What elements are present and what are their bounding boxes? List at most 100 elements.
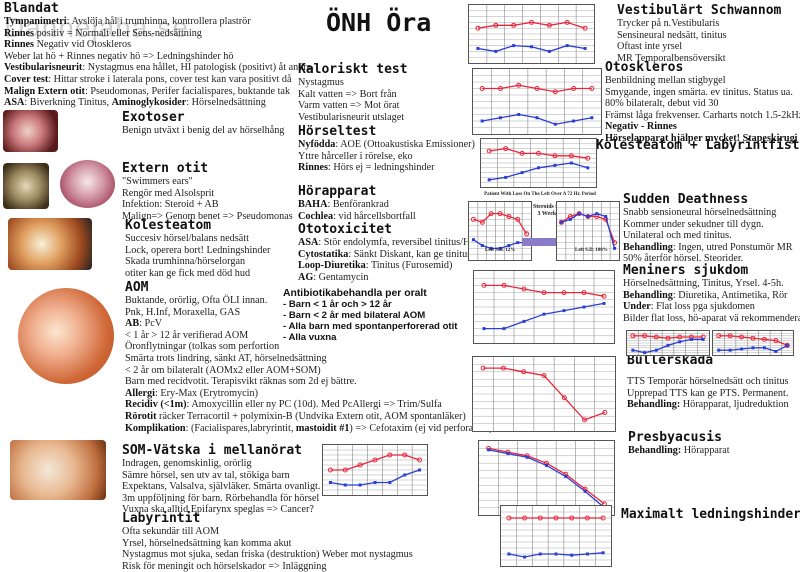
text: : vid hårcellsbortfall xyxy=(333,210,416,222)
text-line: Behandling: Ingen, utred Ponstumör MR xyxy=(623,242,793,254)
right-ear-marker xyxy=(630,333,636,339)
ototoxicitet-heading: Ototoxicitet xyxy=(298,222,392,237)
left-ear-marker xyxy=(568,217,572,221)
kolesteatom-fistel-section: Kolesteatom + Labyrintfistel xyxy=(596,138,800,153)
text: Snabb sensioneural hörselnedsättning xyxy=(623,207,777,218)
term: AB xyxy=(125,318,140,330)
text-line: Vestibularisneurit utslaget xyxy=(298,111,405,123)
right-ear-line xyxy=(484,284,605,297)
text-line: Yttre hårceller i rörelse, eko xyxy=(298,151,475,163)
text: - Barn < 2 år med xyxy=(283,310,364,321)
right-ear-marker xyxy=(516,82,522,88)
text-line: "Swimmers ears" xyxy=(122,176,193,187)
sudden-figure: Patient With Loss On The Left Over A 72 … xyxy=(460,192,620,261)
text-line: Kalt vatten => Bort från xyxy=(298,88,397,100)
text: - Alla barn med spontanperforerad otit xyxy=(283,321,458,332)
left-ear-marker xyxy=(525,455,529,459)
text: TTS Temporär hörselnedsätt och tinitus xyxy=(627,376,789,387)
term: Behandling xyxy=(623,289,673,301)
text-line: Lock, operera bort! Ledningshinder xyxy=(125,244,271,256)
text: : Hörs ej = ledningshinder xyxy=(328,162,435,174)
text-line: 3m uppföljning för barn. Rörbehandla för… xyxy=(122,492,320,504)
left-ear-marker xyxy=(517,113,521,116)
text: Unilateral och med tinitus. xyxy=(623,230,732,242)
text-line: Recidiv (<1m): Amoxycillin eller ny PC (… xyxy=(125,399,492,411)
text: Bilder flat loss, hö-aparat vä rekommend… xyxy=(623,312,800,324)
right-ear-marker xyxy=(716,333,722,339)
extern-otit-photo-1 xyxy=(3,163,49,209)
term: Rörotit xyxy=(125,410,157,422)
text-line: Loop-Diuretika: Tinitus (Furosemid) xyxy=(298,260,478,272)
horapparat-heading: Hörapparat xyxy=(298,184,377,199)
text-line: Öronflytningar (tolkas som perfortion xyxy=(125,341,492,353)
maximalt-heading: Maximalt ledningshinder xyxy=(621,507,800,522)
aom-lines: Buktande, orörlig, Ofta ÖLI innan. Pnk, H… xyxy=(125,295,492,434)
term: Behandling xyxy=(623,241,673,253)
horseltest-section: Hörseltest Nyfödda: AOE (Ottoakustiska E… xyxy=(298,124,475,174)
text-line: Rinnes: Hörs ej = ledningshinder xyxy=(298,162,475,174)
right-ear-line xyxy=(632,335,704,339)
right-ear-marker xyxy=(653,334,659,340)
term: bilateral AOM xyxy=(363,310,426,321)
left-ear-marker xyxy=(487,448,491,452)
right-ear-marker xyxy=(541,373,547,378)
right-ear-marker xyxy=(480,365,486,371)
term: Negativ - Rinnes xyxy=(605,121,677,133)
text-line: Hörselnedsättning, Tinitus, Yrsel. 4-5h. xyxy=(623,278,800,290)
right-ear-marker xyxy=(357,462,363,468)
right-ear-marker xyxy=(727,333,733,339)
right-ear-marker xyxy=(493,22,499,28)
left-ear-marker xyxy=(572,119,576,123)
text: : PcV xyxy=(139,318,163,330)
antibiotika-lines: - Barn < 1 år och > 12 år - Barn < 2 år m… xyxy=(283,299,457,343)
sudden-section: Sudden Deathness Snabb sensioneural hörs… xyxy=(623,192,793,265)
text: : Nystagmus ena hållet, HI patologisk (p… xyxy=(82,62,312,74)
kaloriskt-lines: Nystagmus Kalt vatten => Bort från Varm va… xyxy=(298,77,408,123)
left-ear-marker xyxy=(666,343,670,347)
text-line: Cochlea: vid hårcellsbortfall xyxy=(298,211,416,223)
left-ear-marker xyxy=(595,212,599,216)
kolesteatom-photo xyxy=(8,218,92,270)
left-ear-marker xyxy=(480,119,484,123)
right-ear-marker xyxy=(589,86,595,91)
exotoser-lines: Benign utväxt i benig del av hörselhång xyxy=(122,125,284,137)
right-ear-marker xyxy=(479,86,485,91)
left-ear-marker xyxy=(590,116,594,120)
text-line: Risk för meningit och hörselskador => In… xyxy=(122,560,327,572)
otoskleros-lines: Benbildning mellan stigbygel Smygande, in… xyxy=(605,75,800,145)
right-ear-marker xyxy=(561,290,567,296)
text: ) => Cefotaxim (ej vid perforation) xyxy=(349,422,493,434)
text: : Tinitus (Furosemid) xyxy=(365,260,453,272)
left-ear-marker xyxy=(740,347,744,351)
term: Recidiv (<1m) xyxy=(125,399,187,411)
text: : Stör endolymfa, reversibel tinitus/HN xyxy=(318,237,478,248)
som-heading: SOM-Vätska i mellanörat xyxy=(122,443,303,458)
sudden-left-label: Left S.D. 12% xyxy=(485,248,516,253)
extern-otit-section: Extern otit "Swimmers ears" Rengör med Al… xyxy=(122,161,293,222)
left-ear-marker xyxy=(586,166,590,170)
buller-lines: TTS Temporär hörselnedsätt och tinitus Up… xyxy=(627,376,789,411)
text: : Hittar stroke i laterala pons, cover t… xyxy=(48,73,292,85)
text-line: Upprepad TTS kan ge PTS. Permanent. xyxy=(627,388,789,400)
right-ear-marker xyxy=(506,515,512,521)
left-ear-marker xyxy=(631,348,635,352)
term: Komplikation xyxy=(125,422,186,434)
right-ear-marker xyxy=(479,219,485,225)
text-line: - Alla vuxna xyxy=(283,332,457,343)
right-ear-marker xyxy=(552,153,558,159)
text-line: Expektans, Valsalva, självläker. Smärta … xyxy=(122,481,321,493)
otoskleros-section: Otoskleros Benbildning mellan stigbygel S… xyxy=(605,60,800,145)
left-ear-marker xyxy=(601,551,605,555)
sudden-right-label: Left S.D. 100% xyxy=(575,248,608,253)
left-ear-marker xyxy=(553,122,557,126)
audiogram-maximalt xyxy=(500,505,612,567)
antibiotika-section: Antibiotikabehandla per oralt - Barn < 1… xyxy=(283,288,457,343)
right-ear-marker xyxy=(519,150,525,156)
text: Barn med recidvotit. Terapisvikt räknas … xyxy=(125,376,357,388)
text-line: Benbildning mellan stigbygel xyxy=(605,75,800,87)
term: AG xyxy=(298,271,314,283)
left-ear-marker xyxy=(554,552,558,556)
aom-section: AOM Buktande, orörlig, Ofta ÖLI innan. Pn… xyxy=(125,280,492,434)
aom-photo xyxy=(18,288,114,384)
text: Öronflytningar (tolkas som perfortion xyxy=(125,341,280,353)
